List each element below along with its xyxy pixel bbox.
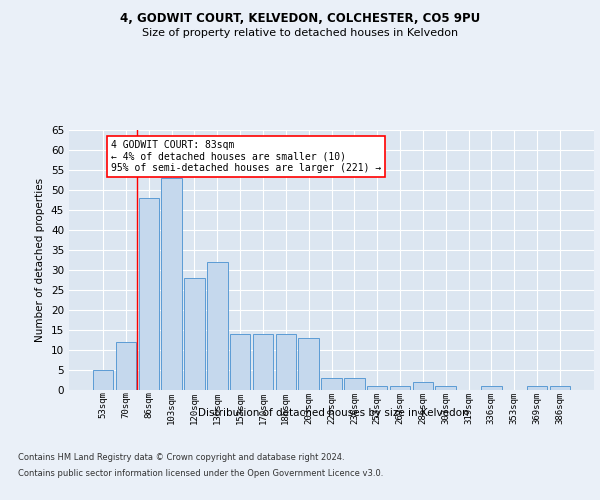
Bar: [390, 386, 410, 390]
Bar: [321, 378, 342, 390]
Y-axis label: Number of detached properties: Number of detached properties: [35, 178, 46, 342]
Bar: [298, 338, 319, 390]
Text: Contains public sector information licensed under the Open Government Licence v3: Contains public sector information licen…: [18, 468, 383, 477]
Bar: [230, 334, 250, 390]
Bar: [550, 386, 570, 390]
Text: 4 GODWIT COURT: 83sqm
← 4% of detached houses are smaller (10)
95% of semi-detac: 4 GODWIT COURT: 83sqm ← 4% of detached h…: [111, 140, 382, 173]
Bar: [527, 386, 547, 390]
Text: Distribution of detached houses by size in Kelvedon: Distribution of detached houses by size …: [197, 408, 469, 418]
Bar: [161, 178, 182, 390]
Bar: [207, 262, 227, 390]
Bar: [481, 386, 502, 390]
Bar: [184, 278, 205, 390]
Text: 4, GODWIT COURT, KELVEDON, COLCHESTER, CO5 9PU: 4, GODWIT COURT, KELVEDON, COLCHESTER, C…: [120, 12, 480, 26]
Bar: [139, 198, 159, 390]
Bar: [344, 378, 365, 390]
Bar: [436, 386, 456, 390]
Bar: [116, 342, 136, 390]
Bar: [93, 370, 113, 390]
Bar: [413, 382, 433, 390]
Bar: [367, 386, 388, 390]
Text: Size of property relative to detached houses in Kelvedon: Size of property relative to detached ho…: [142, 28, 458, 38]
Bar: [253, 334, 273, 390]
Text: Contains HM Land Registry data © Crown copyright and database right 2024.: Contains HM Land Registry data © Crown c…: [18, 454, 344, 462]
Bar: [275, 334, 296, 390]
